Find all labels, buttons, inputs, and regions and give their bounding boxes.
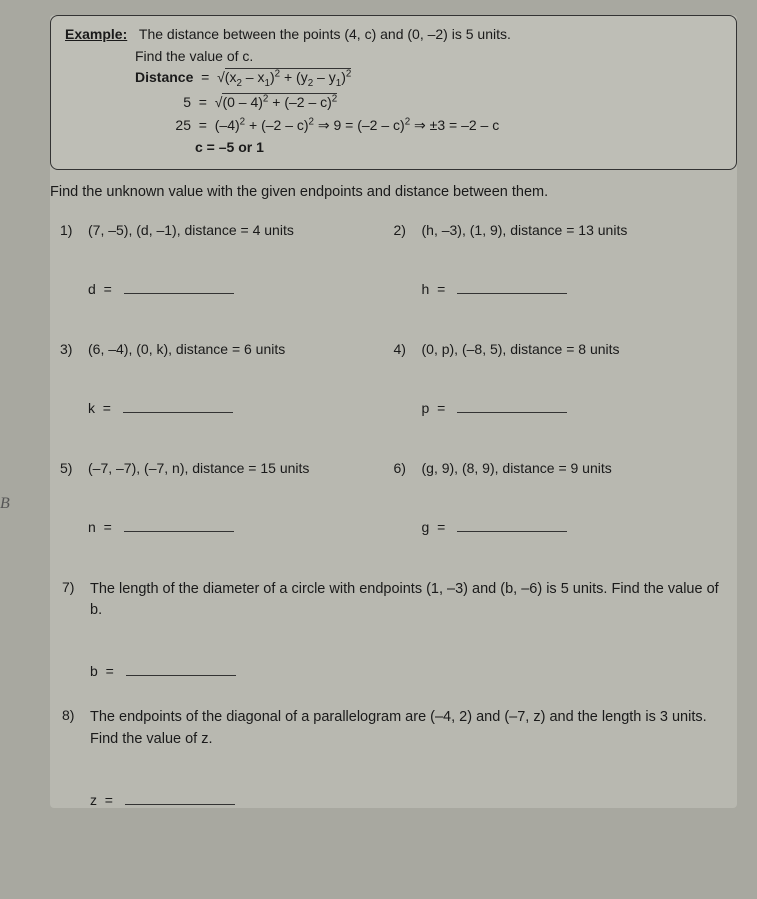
answer-line: h =	[422, 280, 728, 297]
formula-step-3: 25 = (–4)2 + (–2 – c)2 ⇒ 9 = (–2 – c)2 ⇒…	[135, 114, 722, 136]
answer-blank[interactable]	[125, 791, 235, 805]
answer-variable: n =	[88, 519, 112, 535]
equals-sign: =	[195, 94, 211, 110]
answer-variable: k =	[88, 400, 111, 416]
equals-sign: =	[195, 117, 211, 133]
distance-formula: Distance = √(x2 – x1)2 + (y2 – y1)2	[135, 66, 722, 91]
problem-number: 7)	[62, 579, 90, 595]
answer-variable: h =	[422, 281, 446, 297]
problem-number: 1)	[60, 222, 88, 238]
answer-variable: d =	[88, 281, 112, 297]
formula-lhs-2: 5	[135, 91, 191, 113]
answer-line: b =	[90, 662, 725, 679]
answer-blank[interactable]	[124, 518, 234, 532]
instruction-text: Find the unknown value with the given en…	[50, 184, 737, 200]
answer-blank[interactable]	[123, 399, 233, 413]
problem-number: 5)	[60, 460, 88, 476]
problem-text: (7, –5), (d, –1), distance = 4 units	[88, 222, 294, 238]
formula-lhs-3: 25	[135, 114, 191, 136]
equals-sign: =	[197, 69, 213, 85]
problem-6: 6) (g, 9), (8, 9), distance = 9 units g …	[394, 460, 728, 559]
example-text-line2: Find the value of c.	[135, 48, 722, 64]
problem-3: 3) (6, –4), (0, k), distance = 6 units k…	[60, 341, 394, 440]
problem-text: (0, p), (–8, 5), distance = 8 units	[422, 341, 620, 357]
word-problem-text: The length of the diameter of a circle w…	[90, 579, 725, 623]
formula-step-2: 5 = √(0 – 4)2 + (–2 – c)2	[135, 91, 722, 113]
example-header: Example: The distance between the points…	[65, 24, 722, 45]
problems-container: 1) (7, –5), (d, –1), distance = 4 units …	[50, 222, 737, 808]
problem-number: 8)	[62, 707, 90, 723]
formula-expression-2: √(0 – 4)2 + (–2 – c)2	[215, 93, 337, 110]
answer-line: n =	[88, 518, 394, 535]
problem-number: 2)	[394, 222, 422, 238]
worksheet-page: Example: The distance between the points…	[50, 15, 737, 808]
example-label: Example:	[65, 26, 127, 42]
word-problem-8: 8) The endpoints of the diagonal of a pa…	[60, 707, 727, 808]
answer-line: g =	[422, 518, 728, 535]
answer-blank[interactable]	[457, 399, 567, 413]
formula-expression-1: √(x2 – x1)2 + (y2 – y1)2	[217, 68, 351, 85]
word-problem-text: The endpoints of the diagonal of a paral…	[90, 707, 725, 751]
answer-line: p =	[422, 399, 728, 416]
example-text-line1: The distance between the points (4, c) a…	[139, 26, 511, 42]
answer-blank[interactable]	[457, 280, 567, 294]
problem-row: 1) (7, –5), (d, –1), distance = 4 units …	[60, 222, 727, 321]
example-result: c = –5 or 1	[195, 136, 722, 158]
answer-line: z =	[90, 791, 725, 808]
answer-line: k =	[88, 399, 394, 416]
answer-blank[interactable]	[124, 280, 234, 294]
problem-row: 3) (6, –4), (0, k), distance = 6 units k…	[60, 341, 727, 440]
problem-text: (6, –4), (0, k), distance = 6 units	[88, 341, 285, 357]
answer-variable: b =	[90, 663, 114, 679]
word-problem-7: 7) The length of the diameter of a circl…	[60, 579, 727, 680]
answer-variable: z =	[90, 792, 113, 808]
answer-blank[interactable]	[457, 518, 567, 532]
formula-label: Distance	[135, 69, 193, 85]
problem-text: (–7, –7), (–7, n), distance = 15 units	[88, 460, 309, 476]
answer-line: d =	[88, 280, 394, 297]
problem-text: (h, –3), (1, 9), distance = 13 units	[422, 222, 628, 238]
side-margin-label: B	[0, 495, 10, 513]
formula-expression-3: (–4)2 + (–2 – c)2 ⇒ 9 = (–2 – c)2 ⇒ ±3 =…	[215, 117, 499, 133]
answer-variable: p =	[422, 400, 446, 416]
example-box: Example: The distance between the points…	[50, 15, 737, 170]
problem-1: 1) (7, –5), (d, –1), distance = 4 units …	[60, 222, 394, 321]
problem-number: 6)	[394, 460, 422, 476]
problem-number: 3)	[60, 341, 88, 357]
problem-4: 4) (0, p), (–8, 5), distance = 8 units p…	[394, 341, 728, 440]
problem-number: 4)	[394, 341, 422, 357]
problem-text: (g, 9), (8, 9), distance = 9 units	[422, 460, 612, 476]
answer-blank[interactable]	[126, 662, 236, 676]
answer-variable: g =	[422, 519, 446, 535]
problem-5: 5) (–7, –7), (–7, n), distance = 15 unit…	[60, 460, 394, 559]
problem-2: 2) (h, –3), (1, 9), distance = 13 units …	[394, 222, 728, 321]
problem-row: 5) (–7, –7), (–7, n), distance = 15 unit…	[60, 460, 727, 559]
